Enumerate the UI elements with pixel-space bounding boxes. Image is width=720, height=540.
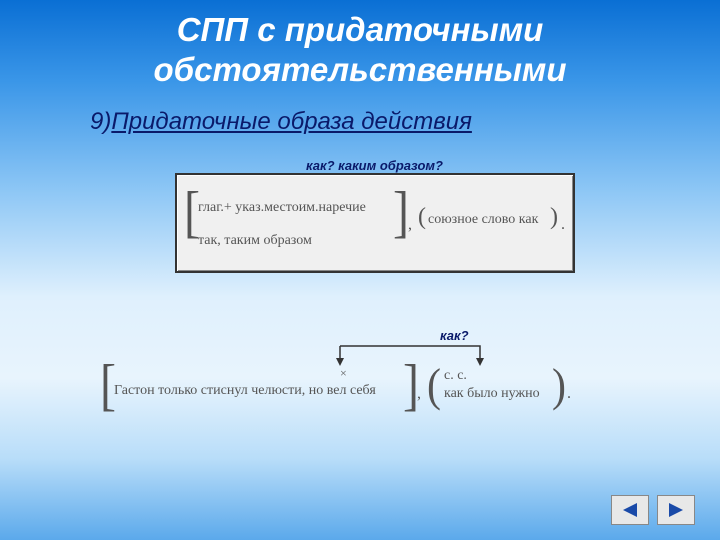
diagram2-paren-left: ( [427,360,441,413]
subtitle-number: 9) [90,108,111,135]
diagram1-question: как? каким образом? [306,158,443,173]
diagram2-comma2: . [567,385,571,403]
diagram1-bracket-right: ] [393,180,409,246]
diagram2-sub-bottom: как было нужно [444,386,540,402]
slide-subtitle: 9)Придаточные образа действия [90,108,472,136]
diagram1-sub: союзное слово как [428,212,538,228]
next-button[interactable] [657,495,695,525]
diagram2-comma1: , [417,385,421,403]
diagram2-main: Гастон только стиснул челюсти, но вел се… [114,383,376,399]
arrow-right-icon [665,501,687,519]
nav-buttons [611,495,695,525]
diagram2-sub-top: с. с. [444,368,467,384]
subtitle-text: Придаточные образа действия [111,108,472,135]
prev-button[interactable] [611,495,649,525]
diagram1-main-top: глаг.+ указ.местоим.наречие [198,200,366,216]
diagram2-question: как? [440,328,469,343]
title-line-2: обстоятельственными [154,51,567,88]
diagram1-paren-right: ) [550,204,558,231]
diagram1-comma1: , [408,216,412,234]
diagram1-paren-left: ( [418,204,426,231]
diagram1-comma2: . [561,216,565,234]
slide-title: СПП с придаточными обстоятельственными [0,10,720,89]
arrow-left-icon [619,501,641,519]
diagram2-paren-right: ) [552,360,566,413]
slide: СПП с придаточными обстоятельственными 9… [0,0,720,540]
diagram2-x: × [340,366,347,381]
diagram1-main-bottom: так, таким образом [198,233,312,249]
title-line-1: СПП с придаточными [177,11,544,48]
